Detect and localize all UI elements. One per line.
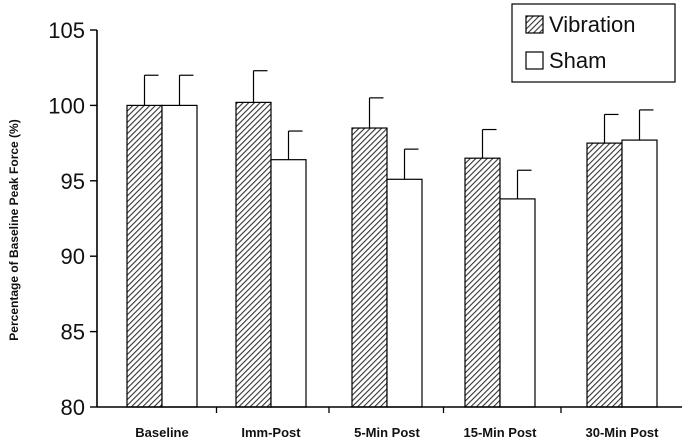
legend-swatch-sham — [525, 51, 544, 70]
bar-sham — [386, 178, 423, 408]
bar-vibration — [351, 127, 388, 408]
bar-sham — [499, 198, 536, 408]
y-tick-label: 100 — [48, 93, 85, 118]
y-tick-label: 90 — [61, 244, 85, 269]
bar-vibration — [586, 142, 623, 408]
y-axis-title: Percentage of Baseline Peak Force (%) — [7, 119, 21, 340]
y-tick-label: 105 — [48, 18, 85, 43]
y-tick-label: 80 — [61, 395, 85, 420]
bar-vibration — [464, 157, 501, 408]
bar-vibration — [235, 101, 272, 408]
legend-label-sham: Sham — [549, 48, 606, 73]
x-tick-label: 15-Min Post — [464, 425, 538, 440]
legend: Vibration Sham — [511, 3, 676, 83]
legend-label-vibration: Vibration — [549, 12, 635, 37]
x-tick-label: Baseline — [135, 425, 188, 440]
bar-vibration — [126, 104, 163, 408]
y-tick-label: 85 — [61, 320, 85, 345]
axes: 80 85 90 95 100 105 Baseline Imm-Post 5-Min Post… — [48, 18, 682, 440]
x-tick-label: 5-Min Post — [354, 425, 420, 440]
bar-sham — [161, 104, 198, 408]
y-tick-label: 95 — [61, 169, 85, 194]
legend-swatch-vibration — [525, 15, 544, 34]
x-tick-label: 30-Min Post — [586, 425, 660, 440]
bar-sham — [621, 139, 658, 408]
plot-area — [126, 70, 658, 408]
bar-sham — [270, 159, 307, 408]
x-tick-label: Imm-Post — [241, 425, 301, 440]
